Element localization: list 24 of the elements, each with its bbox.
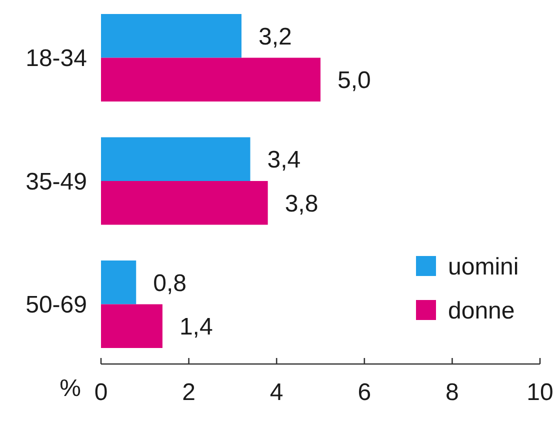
bar	[101, 181, 268, 225]
legend-label: donne	[448, 297, 515, 324]
x-tick-label: 2	[182, 379, 196, 406]
x-tick-label: 8	[446, 379, 459, 406]
y-tick-label: 35-49	[26, 168, 87, 196]
y-tick-label: 18-34	[26, 45, 87, 72]
x-tick-label: 0	[94, 379, 108, 406]
bar	[101, 304, 162, 348]
data-label: 3,8	[284, 190, 318, 218]
y-tick-label: 50-69	[26, 292, 87, 319]
data-label: 3,2	[258, 23, 292, 50]
bar	[101, 14, 242, 58]
data-label: 1,4	[179, 314, 213, 341]
data-label: 0,8	[153, 270, 186, 297]
x-tick-label: 4	[270, 379, 284, 406]
bar	[101, 137, 250, 181]
bar	[101, 58, 320, 102]
x-tick-label: 10	[526, 379, 554, 406]
x-axis-title: %	[60, 375, 81, 402]
bar	[101, 260, 136, 304]
legend-label: uomini	[448, 253, 519, 280]
data-label: 5,0	[338, 67, 371, 94]
data-label: 3,4	[267, 146, 301, 174]
x-tick-label: 6	[358, 379, 372, 406]
